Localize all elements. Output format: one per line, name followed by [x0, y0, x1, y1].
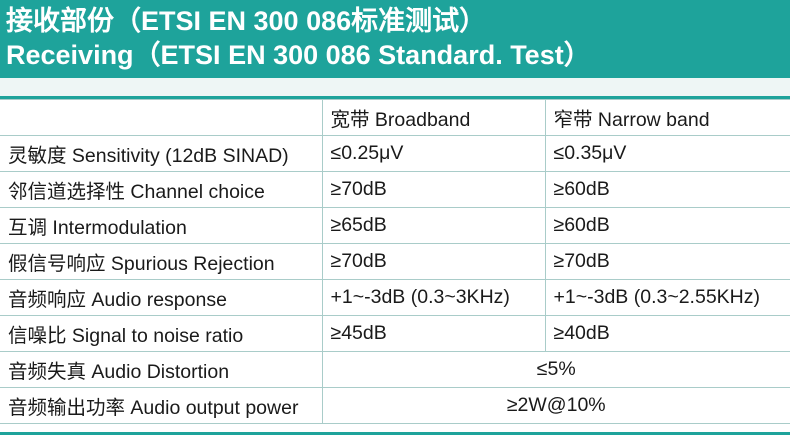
column-header: 窄带 Narrow band	[544, 99, 790, 136]
cell: ≥70dB	[544, 243, 790, 280]
cell: ≥45dB	[321, 315, 546, 352]
row-label: 音频失真 Audio Distortion	[0, 351, 323, 388]
row-label: 邻信道选择性 Channel choice	[0, 171, 323, 208]
rule	[0, 96, 790, 99]
table-row: 信噪比 Signal to noise ratio ≥45dB ≥40dB	[0, 315, 790, 352]
cell: ≥70dB	[321, 171, 546, 208]
header-row: 宽带 Broadband 窄带 Narrow band	[0, 99, 790, 136]
corner-cell	[0, 99, 323, 136]
cell: ≥60dB	[544, 207, 790, 244]
cell: ≥70dB	[321, 243, 546, 280]
table-row: 互调 Intermodulation ≥65dB ≥60dB	[0, 207, 790, 244]
cell: +1~-3dB (0.3~3KHz)	[321, 279, 546, 316]
row-label: 互调 Intermodulation	[0, 207, 323, 244]
table-row: 音频失真 Audio Distortion ≤5%	[0, 351, 790, 388]
cell: ≥40dB	[544, 315, 790, 352]
row-label: 音频输出功率 Audio output power	[0, 387, 323, 424]
row-label: 信噪比 Signal to noise ratio	[0, 315, 323, 352]
row-label: 假信号响应 Spurious Rejection	[0, 243, 323, 280]
cell: +1~-3dB (0.3~2.55KHz)	[544, 279, 790, 316]
table-row: 邻信道选择性 Channel choice ≥70dB ≥60dB	[0, 171, 790, 208]
header-band	[0, 78, 790, 96]
spec-table: 宽带 Broadband 窄带 Narrow band 灵敏度 Sensitivit…	[0, 99, 790, 424]
row-label: 灵敏度 Sensitivity (12dB SINAD)	[0, 135, 323, 172]
cell: ≥65dB	[321, 207, 546, 244]
table-row: 音频输出功率 Audio output power ≥2W@10%	[0, 387, 790, 424]
cell: ≤5%	[321, 351, 790, 388]
cell: ≤0.35μV	[544, 135, 790, 172]
title-en: Receiving（ETSI EN 300 086 Standard. Test…	[6, 40, 591, 70]
rule	[0, 432, 790, 435]
cell: ≥2W@10%	[321, 387, 790, 424]
column-header: 宽带 Broadband	[321, 99, 546, 136]
cell: ≤0.25μV	[321, 135, 546, 172]
table-row: 假信号响应 Spurious Rejection ≥70dB ≥70dB	[0, 243, 790, 280]
table-row: 灵敏度 Sensitivity (12dB SINAD) ≤0.25μV ≤0.35…	[0, 135, 790, 172]
row-label: 音频响应 Audio response	[0, 279, 323, 316]
title-cn: 接收部份（ETSI EN 300 086标准测试）	[6, 6, 487, 36]
table-row: 音频响应 Audio response +1~-3dB (0.3~3KHz) +1~…	[0, 279, 790, 316]
cell: ≥60dB	[544, 171, 790, 208]
header: 接收部份（ETSI EN 300 086标准测试） Receiving（ETSI…	[0, 0, 790, 78]
